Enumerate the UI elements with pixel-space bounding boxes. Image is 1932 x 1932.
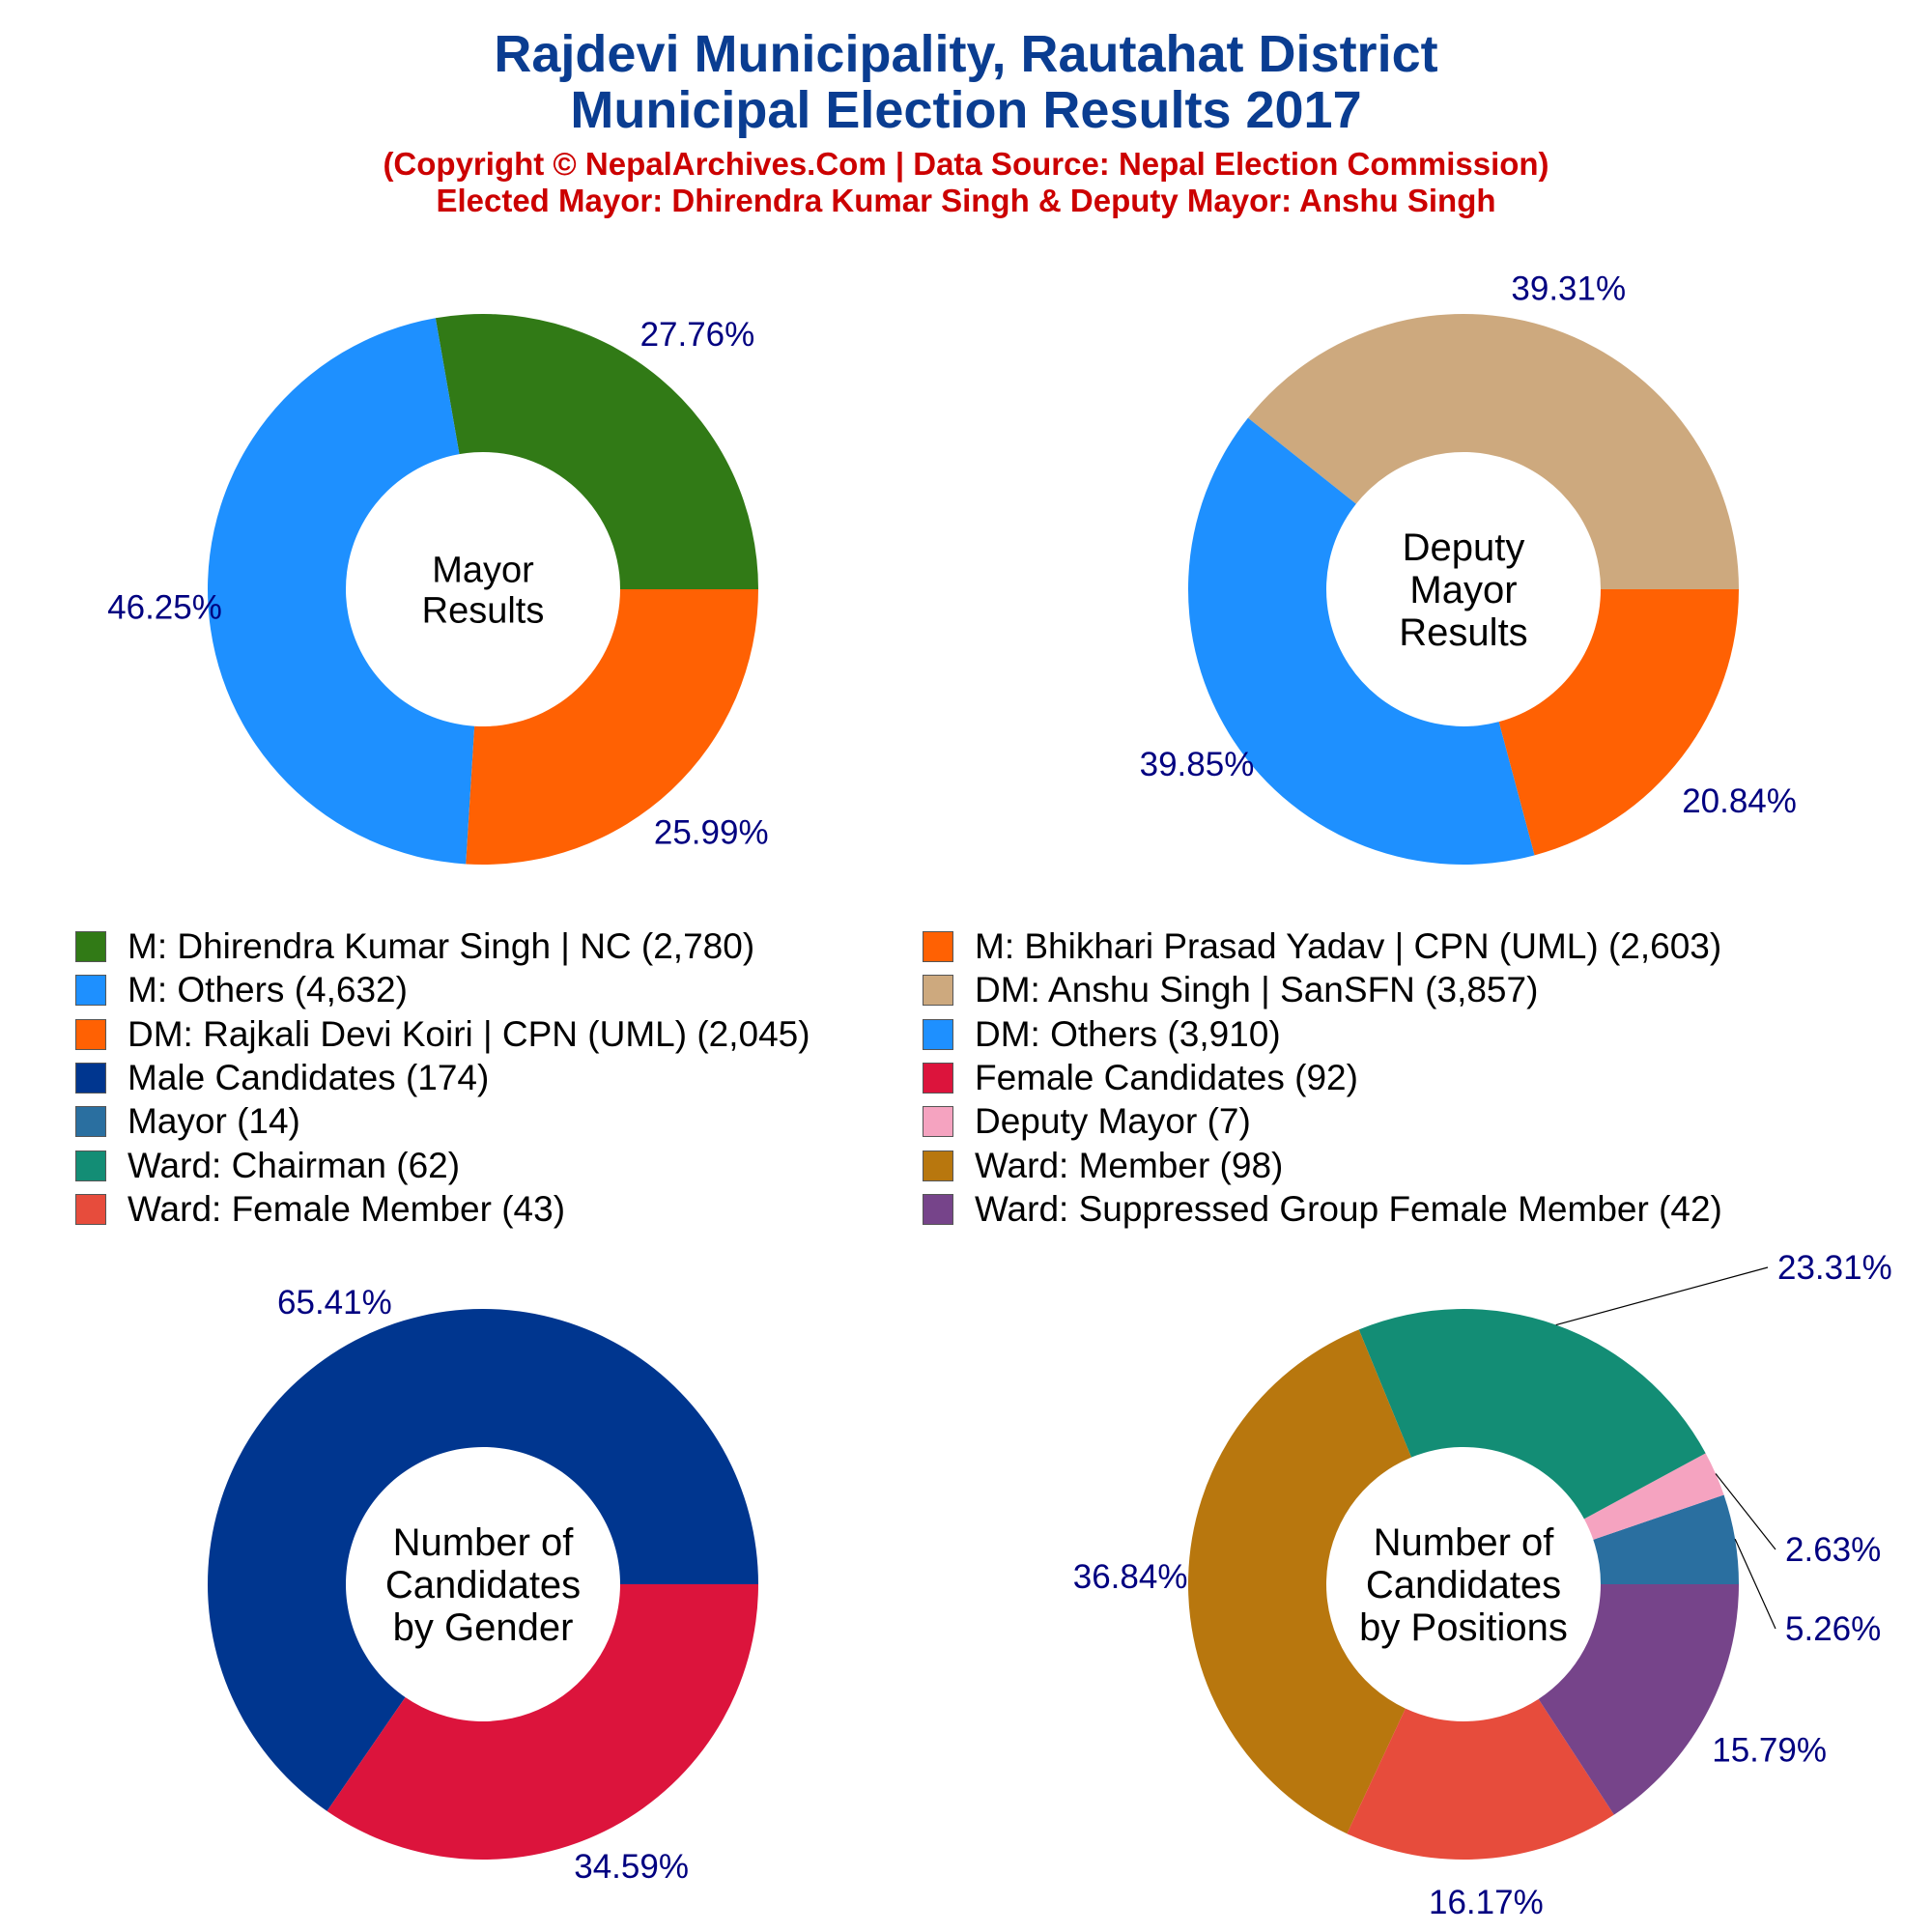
percent-label: 46.25%: [107, 588, 222, 626]
legend-swatch: [75, 975, 106, 1007]
donut-slice: [466, 589, 758, 865]
legend-item: M: Bhikhari Prasad Yadav | CPN (UML) (2,…: [923, 925, 1721, 968]
legend-label: Ward: Member (98): [975, 1145, 1284, 1185]
legend-item: Ward: Member (98): [923, 1145, 1283, 1187]
percent-label: 39.31%: [1511, 270, 1626, 307]
legend-label: DM: Rajkali Devi Koiri | CPN (UML) (2,04…: [128, 1013, 810, 1054]
donut-center-label: Mayor: [432, 550, 534, 590]
legend-label: Female Candidates (92): [975, 1057, 1358, 1097]
legend-swatch: [923, 975, 953, 1007]
elected-officials-line: Elected Mayor: Dhirendra Kumar Singh & D…: [436, 183, 1496, 218]
donut-slice: [327, 1584, 758, 1861]
legend-swatch: [75, 1018, 106, 1050]
legend-item: Male Candidates (174): [75, 1057, 489, 1099]
legend-label: DM: Others (3,910): [975, 1013, 1281, 1054]
donut-slice: [1247, 314, 1739, 589]
legend-swatch: [923, 931, 953, 962]
legend-swatch: [923, 1150, 953, 1181]
legend-item: Deputy Mayor (7): [923, 1100, 1251, 1143]
percent-label: 15.79%: [1712, 1731, 1827, 1769]
percent-label: 2.63%: [1785, 1531, 1881, 1569]
legend-item: DM: Rajkali Devi Koiri | CPN (UML) (2,04…: [75, 1013, 810, 1056]
donut-center-label: by Gender: [393, 1606, 574, 1649]
legend-item: M: Dhirendra Kumar Singh | NC (2,780): [75, 925, 754, 968]
legend-swatch: [75, 1150, 106, 1181]
percent-label: 36.84%: [1073, 1558, 1188, 1596]
donut-slice: [208, 318, 475, 865]
legend-label: M: Others (4,632): [128, 970, 408, 1010]
percent-label: 5.26%: [1785, 1610, 1881, 1648]
legend-item: M: Others (4,632): [75, 969, 408, 1011]
leader-line: [1715, 1473, 1776, 1550]
legend-swatch: [75, 1106, 106, 1138]
legend-item: Mayor (14): [75, 1100, 300, 1143]
donut-slice: [1358, 1309, 1706, 1520]
donut-slice: [1583, 1453, 1724, 1540]
percent-label: 23.31%: [1777, 1249, 1892, 1287]
legend-label: M: Bhikhari Prasad Yadav | CPN (UML) (2,…: [975, 926, 1722, 966]
donut-slice: [207, 1309, 759, 1811]
donut-slice: [1188, 1329, 1412, 1834]
percent-label: 34.59%: [574, 1848, 689, 1886]
percent-label: 20.84%: [1682, 782, 1797, 820]
legend-swatch: [923, 1062, 953, 1094]
percent-label: 65.41%: [277, 1284, 392, 1321]
legend-label: Ward: Chairman (62): [128, 1145, 461, 1185]
legend-label: DM: Anshu Singh | SanSFN (3,857): [975, 970, 1539, 1010]
legend-label: Ward: Female Member (43): [128, 1188, 566, 1229]
legend-swatch: [923, 1106, 953, 1138]
donut-slice: [1538, 1584, 1739, 1815]
donut-center-label: Results: [1399, 611, 1527, 654]
legend-item: Ward: Chairman (62): [75, 1145, 460, 1187]
donut-center-label: by Positions: [1359, 1606, 1568, 1649]
legend-item: Ward: Suppressed Group Female Member (42…: [923, 1188, 1722, 1231]
donut-slice: [1593, 1494, 1740, 1584]
chart-title-line1: Rajdevi Municipality, Rautahat District: [494, 25, 1438, 83]
percent-label: 16.17%: [1429, 1884, 1544, 1921]
percent-label: 39.85%: [1140, 746, 1255, 783]
donut-center-label: Number of: [1374, 1521, 1555, 1564]
donut-center-label: Candidates: [385, 1564, 581, 1606]
legend-item: DM: Anshu Singh | SanSFN (3,857): [923, 969, 1538, 1011]
legend-label: Mayor (14): [128, 1101, 300, 1142]
legend-item: DM: Others (3,910): [923, 1013, 1281, 1056]
donut-center-label: Results: [422, 590, 545, 631]
legend-swatch: [75, 1062, 106, 1094]
leader-line: [1734, 1538, 1776, 1630]
donut-slice: [1498, 589, 1739, 856]
donut-center-label: Deputy: [1403, 526, 1525, 569]
donut-slice: [1188, 417, 1535, 865]
legend-label: Deputy Mayor (7): [975, 1101, 1251, 1142]
legend-label: M: Dhirendra Kumar Singh | NC (2,780): [128, 926, 755, 966]
legend-swatch: [75, 931, 106, 962]
donut-center-label: Candidates: [1366, 1564, 1561, 1606]
percent-label: 25.99%: [654, 813, 769, 851]
legend-item: Female Candidates (92): [923, 1057, 1358, 1099]
leader-line: [1555, 1266, 1769, 1326]
legend-swatch: [75, 1193, 106, 1225]
donut-center-label: Number of: [393, 1521, 575, 1564]
donut-slice: [1347, 1698, 1614, 1860]
donut-slice: [435, 313, 758, 589]
percent-label: 27.76%: [640, 316, 755, 354]
copyright-source-line: (Copyright © NepalArchives.Com | Data So…: [383, 146, 1549, 182]
legend-label: Male Candidates (174): [128, 1057, 490, 1097]
legend-swatch: [923, 1018, 953, 1050]
donut-center-label: Mayor: [1409, 569, 1517, 611]
legend-swatch: [923, 1193, 953, 1225]
legend-item: Ward: Female Member (43): [75, 1188, 565, 1231]
chart-title-line2: Municipal Election Results 2017: [570, 81, 1362, 139]
legend-label: Ward: Suppressed Group Female Member (42…: [975, 1188, 1722, 1229]
